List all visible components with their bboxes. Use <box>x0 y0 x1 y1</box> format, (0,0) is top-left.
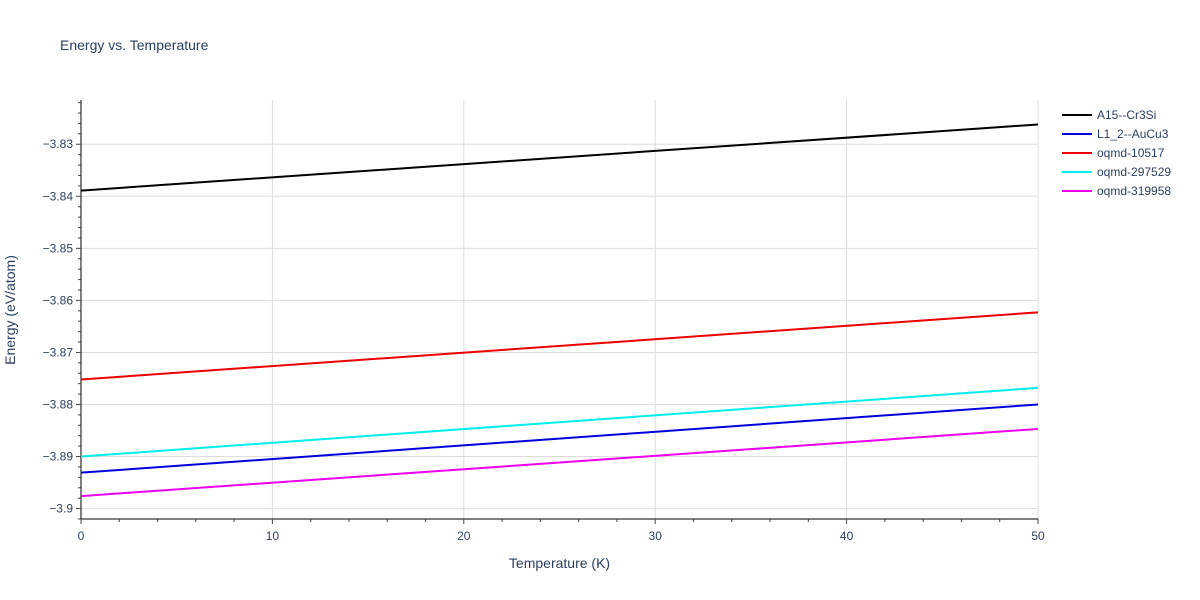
x-tick-label: 20 <box>457 529 471 543</box>
y-tick-label: −3.88 <box>43 397 74 411</box>
x-tick-label: 40 <box>840 529 854 543</box>
series-line <box>80 427 1039 498</box>
legend-label: oqmd-319958 <box>1097 184 1171 198</box>
series-line <box>80 311 1039 381</box>
series-lines <box>80 123 1039 498</box>
series-line <box>80 403 1039 474</box>
series-line <box>80 386 1039 458</box>
x-tick-label: 50 <box>1031 529 1045 543</box>
legend-label: oqmd-297529 <box>1097 165 1171 179</box>
y-tick-label: −3.83 <box>43 137 74 151</box>
y-tick-label: −3.87 <box>43 345 74 359</box>
legend-label: oqmd-10517 <box>1097 146 1165 160</box>
grid-lines <box>81 100 1039 519</box>
y-tick-label: −3.9 <box>49 502 73 516</box>
y-tick-label: −3.85 <box>43 241 74 255</box>
x-tick-label: 0 <box>78 529 85 543</box>
legend-label: L1_2--AuCu3 <box>1097 127 1169 141</box>
x-axis-title: Temperature (K) <box>509 555 610 571</box>
y-tick-label: −3.86 <box>43 293 74 307</box>
y-tick-label: −3.84 <box>43 189 74 203</box>
y-tick-label: −3.89 <box>43 450 74 464</box>
axes <box>76 100 1039 524</box>
legend: A15--Cr3Si L1_2--AuCu3 oqmd-10517 oqmd-2975… <box>1062 108 1171 198</box>
y-axis-title: Energy (eV/atom) <box>2 255 18 365</box>
x-tick-label: 30 <box>649 529 663 543</box>
series-line <box>80 123 1039 192</box>
legend-label: A15--Cr3Si <box>1097 108 1156 122</box>
chart-title: Energy vs. Temperature <box>60 37 209 53</box>
tick-labels: 0 10 20 30 40 50 −3.9 −3.89 −3.88 −3.87 −3.86 −3.85… <box>43 137 1045 543</box>
x-tick-label: 10 <box>266 529 280 543</box>
